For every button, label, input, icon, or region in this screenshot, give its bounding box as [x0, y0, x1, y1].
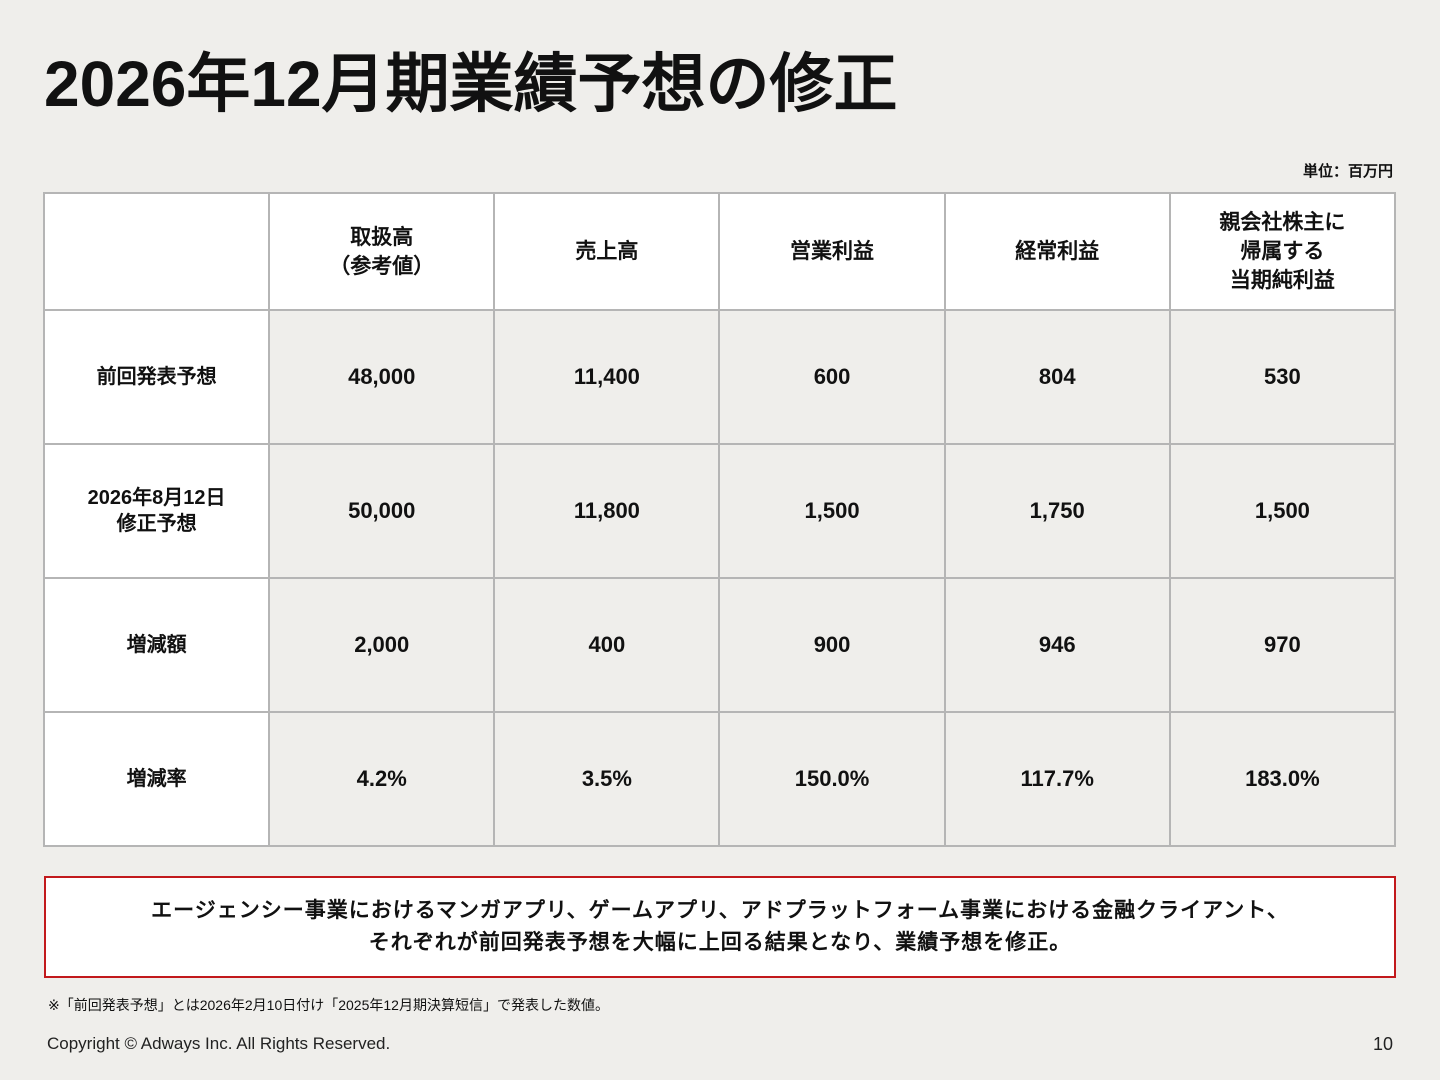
table-cell: 11,400 — [493, 309, 721, 445]
table-cell: 1,750 — [943, 443, 1171, 579]
table-cell: 600 — [718, 309, 946, 445]
column-header-gross-transaction: 取扱高 （参考値） — [268, 192, 496, 311]
table-cell: 530 — [1168, 309, 1397, 445]
table-cell: 1,500 — [1168, 443, 1397, 579]
column-header-net-income: 親会社株主に 帰属する 当期純利益 — [1168, 192, 1397, 311]
table-cell: 1,500 — [718, 443, 946, 579]
table-row: 2026年8月12日 修正予想 50,000 11,800 1,500 1,75… — [42, 443, 1397, 579]
table-cell: 117.7% — [943, 711, 1171, 847]
footnote: ※「前回発表予想」とは2026年2月10日付け「2025年12月期決算短信」で発… — [48, 997, 609, 1013]
table-row: 増減額 2,000 400 900 946 970 — [42, 577, 1397, 713]
table-cell: 4.2% — [268, 711, 496, 847]
table-row: 増減率 4.2% 3.5% 150.0% 117.7% 183.0% — [42, 711, 1397, 847]
header-corner-cell — [42, 192, 271, 311]
table-cell: 2,000 — [268, 577, 496, 713]
table-cell: 3.5% — [493, 711, 721, 847]
table-cell: 50,000 — [268, 443, 496, 579]
row-header-previous-forecast: 前回発表予想 — [42, 309, 271, 445]
table-row: 前回発表予想 48,000 11,400 600 804 530 — [42, 309, 1397, 445]
table-cell: 804 — [943, 309, 1171, 445]
column-header-operating-profit: 営業利益 — [718, 192, 946, 311]
column-header-ordinary-profit: 経常利益 — [943, 192, 1171, 311]
page-title: 2026年12月期業績予想の修正 — [44, 48, 898, 120]
table-header-row: 取扱高 （参考値） 売上高 営業利益 経常利益 親会社株主に 帰属する 当期純利… — [42, 192, 1397, 311]
table-cell: 183.0% — [1168, 711, 1397, 847]
column-header-net-sales: 売上高 — [493, 192, 721, 311]
page-number: 10 — [1372, 1034, 1393, 1054]
table-cell: 150.0% — [718, 711, 946, 847]
forecast-table: 取扱高 （参考値） 売上高 営業利益 経常利益 親会社株主に 帰属する 当期純利… — [42, 192, 1397, 847]
row-header-revised-forecast: 2026年8月12日 修正予想 — [42, 443, 271, 579]
table-cell: 946 — [943, 577, 1171, 713]
table-cell: 11,800 — [493, 443, 721, 579]
table-cell: 48,000 — [268, 309, 496, 445]
copyright-text: Copyright © Adways Inc. All Rights Reser… — [47, 1034, 391, 1053]
row-header-change-rate: 増減率 — [42, 711, 271, 847]
table-cell: 400 — [493, 577, 721, 713]
table-cell: 900 — [718, 577, 946, 713]
table-cell: 970 — [1168, 577, 1397, 713]
summary-callout: エージェンシー事業におけるマンガアプリ、ゲームアプリ、アドプラットフォーム事業に… — [44, 876, 1396, 978]
unit-label: 単位：百万円 — [1302, 163, 1393, 180]
row-header-change-amount: 増減額 — [42, 577, 271, 713]
